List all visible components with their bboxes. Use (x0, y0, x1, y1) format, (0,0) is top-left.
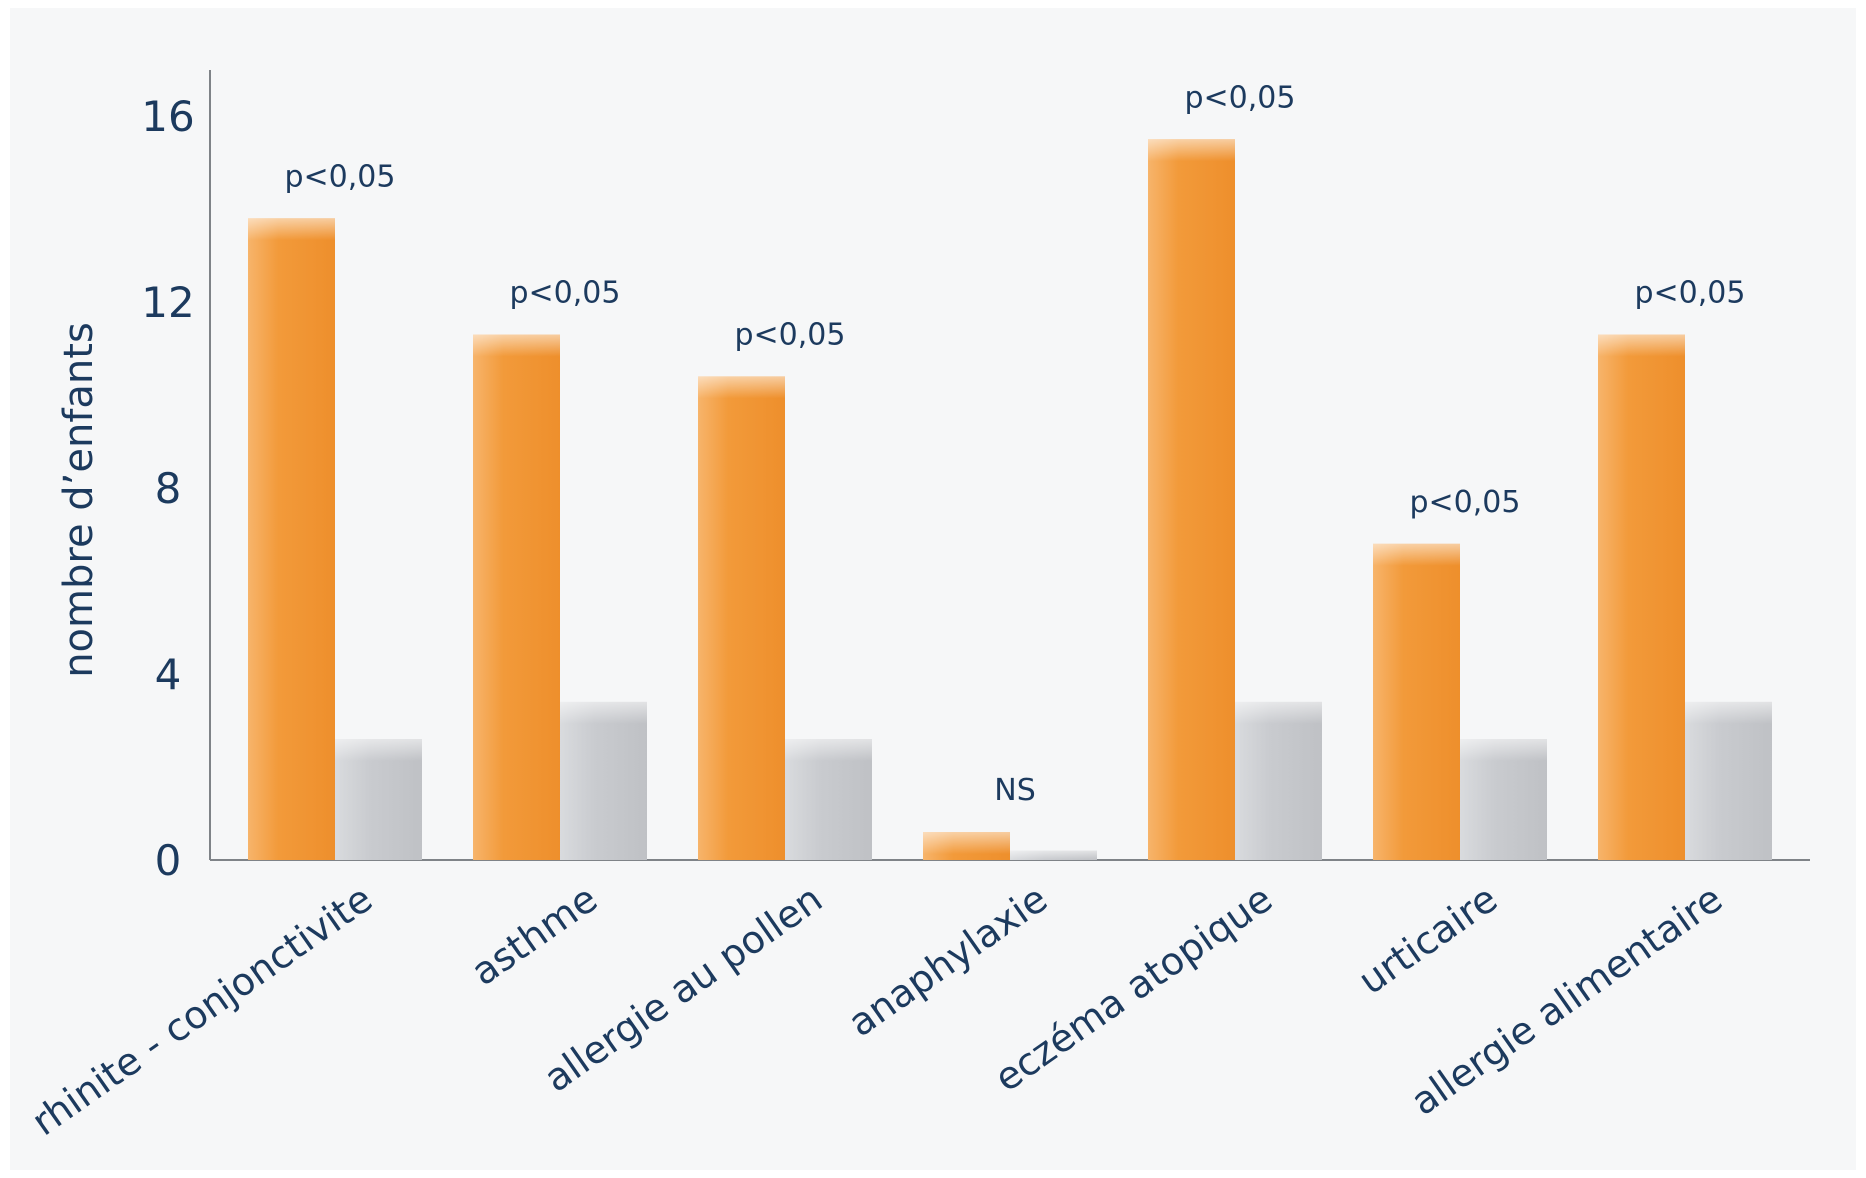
bar-orange (1373, 543, 1460, 860)
y-tick-label: 8 (155, 464, 182, 513)
bar-highlight (1598, 334, 1685, 357)
y-tick-label: 0 (155, 836, 182, 885)
bar-highlight (923, 832, 1010, 855)
bar-highlight (473, 334, 560, 357)
y-tick-label: 16 (141, 92, 194, 141)
bar-highlight (698, 376, 785, 399)
bar-highlight (1235, 701, 1322, 724)
bar-highlight (1373, 543, 1460, 566)
significance-label: p<0,05 (1410, 485, 1521, 520)
bar-gray (1685, 701, 1772, 860)
bar-highlight (1010, 850, 1097, 860)
bar-highlight (785, 739, 872, 762)
significance-label: p<0,05 (1635, 276, 1746, 311)
y-tick-label: 4 (155, 650, 182, 699)
bar-gray (560, 701, 647, 860)
significance-label: p<0,05 (285, 159, 396, 194)
bar-highlight (560, 701, 647, 724)
bar-orange (698, 376, 785, 860)
bar-highlight (1460, 739, 1547, 762)
bars (248, 139, 1772, 861)
significance-label: p<0,05 (510, 276, 621, 311)
bar-gray (1235, 701, 1322, 860)
bar-highlight (1148, 139, 1235, 162)
y-tick-label: 12 (141, 278, 194, 327)
bar-highlight (248, 218, 335, 241)
significance-label: p<0,05 (1185, 80, 1296, 115)
significance-label: p<0,05 (735, 317, 846, 352)
bar-orange (248, 218, 335, 861)
bar-orange (1148, 139, 1235, 860)
significance-label: NS (994, 773, 1035, 808)
y-axis-label: nombre d’enfants (56, 322, 102, 678)
bar-highlight (1685, 701, 1772, 724)
bar-orange (1598, 334, 1685, 860)
bar-highlight (335, 739, 422, 762)
bar-orange (473, 334, 560, 860)
